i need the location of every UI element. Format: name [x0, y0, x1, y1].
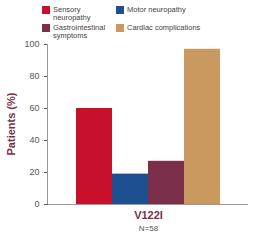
- html-text:Gastrointestinal symptoms: Gastrointestinal symptoms: [53, 23, 106, 40]
- svg-text:V122I: V122I: [134, 209, 163, 221]
- svg-text:0: 0: [34, 199, 39, 209]
- svg-text:60: 60: [29, 103, 39, 113]
- svg-text:Patients (%): Patients (%): [5, 92, 17, 155]
- svg-text:N=58: N=58: [139, 224, 159, 233]
- html-text:Cardiac complications: Cardiac complications: [127, 23, 201, 32]
- html-text:Sensory neuropathy: Sensory neuropathy: [53, 5, 91, 22]
- svg-text:20: 20: [29, 167, 39, 177]
- svg-text:100: 100: [24, 39, 39, 49]
- html-text:Motor neuropathy: Motor neuropathy: [127, 5, 186, 14]
- svg-text:40: 40: [29, 135, 39, 145]
- svg-text:80: 80: [29, 71, 39, 81]
